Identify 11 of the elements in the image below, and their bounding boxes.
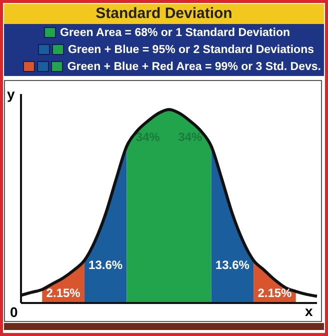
annotation: 13.6%	[215, 258, 250, 272]
y-axis-title: y	[7, 86, 15, 102]
x-axis-title: x	[305, 303, 313, 319]
annotation: 13.6%	[88, 258, 123, 272]
text: Green Area = 68% or 1 Standard Deviation	[60, 26, 290, 38]
chart-title: Standard Deviation	[4, 4, 324, 24]
text: Green + Blue = 95% or 2 Standard Deviations	[68, 44, 314, 56]
annotation: 2.15%	[46, 286, 81, 300]
text: Green + Blue + Red Area = 99% or 3 Std. Devs.	[67, 60, 321, 72]
text: 0	[10, 304, 18, 320]
annotation: 2.15%	[258, 286, 292, 300]
